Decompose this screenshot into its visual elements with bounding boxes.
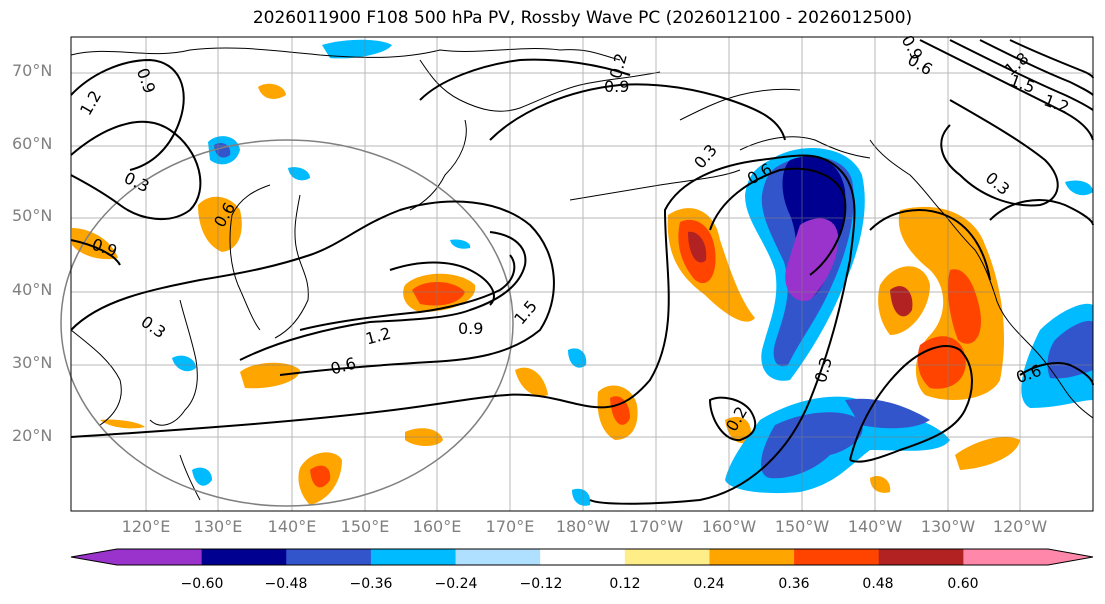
colorbar-tick-label: 0.24 [693,576,725,592]
colorbar-segment [709,549,795,565]
colorbar-segment [117,549,203,565]
lon-label: 130°W [920,517,976,536]
colorbar-tick-label: 0.36 [778,576,810,592]
colorbar-extend-low [71,549,117,565]
colorbar-segment [201,549,287,565]
colorbar-segment [963,549,1048,565]
lat-label-60n: 60°N [12,134,53,153]
colorbar-extend-high [1048,549,1093,565]
colorbar-tick-label: 0.12 [609,576,641,592]
colorbar-tick-label: 0.48 [862,576,894,592]
colorbar-segment [624,549,710,565]
colorbar-outline [70,548,1094,566]
lon-label: 140°W [847,517,903,536]
colorbar-tick-label: −0.12 [519,576,563,592]
lon-label: 170°W [628,517,684,536]
pv-contours [70,39,1094,505]
lon-label: 150°W [774,517,830,536]
colorbar-segment [540,549,626,565]
lon-label: 180°W [555,517,611,536]
colorbar-tick-label: −0.48 [264,576,308,592]
reference-circle [60,139,514,507]
lat-label-50n: 50°N [12,206,53,225]
colorbar-segment [455,549,541,565]
lat-label-40n: 40°N [12,280,53,299]
lon-label: 150°E [340,517,390,536]
lon-label: 170°E [485,517,535,536]
map-frame [70,36,1094,512]
map-title: 2026011900 F108 500 hPa PV, Rossby Wave … [252,8,913,28]
colorbar-tick-label: −0.24 [434,576,478,592]
lat-label-20n: 20°N [12,426,53,445]
lon-label: 140°E [267,517,317,536]
contour-label: 0.9 [604,77,629,96]
lat-label-70n: 70°N [12,61,53,80]
colorbar-tick-label: −0.36 [349,576,393,592]
colorbar-tick-label: −0.60 [180,576,224,592]
lon-label: 160°E [412,517,462,536]
colorbar [70,548,1094,566]
gridlines [71,37,1093,511]
lat-label-30n: 30°N [12,353,53,372]
lon-label: 120°W [992,517,1048,536]
coastlines [70,47,1094,501]
lon-label: 160°W [701,517,757,536]
colorbar-segment [286,549,372,565]
lon-label: 120°E [121,517,171,536]
lon-label: 130°E [193,517,243,536]
colorbar-segment [878,549,964,565]
anomaly-positive-manchuria [198,196,242,252]
anomaly-positive-japan-sw [240,362,300,389]
colorbar-segment [370,549,457,565]
colorbar-segment [794,549,880,565]
colorbar-tick-label: 0.60 [947,576,979,592]
contour-label: 0.9 [458,319,483,338]
